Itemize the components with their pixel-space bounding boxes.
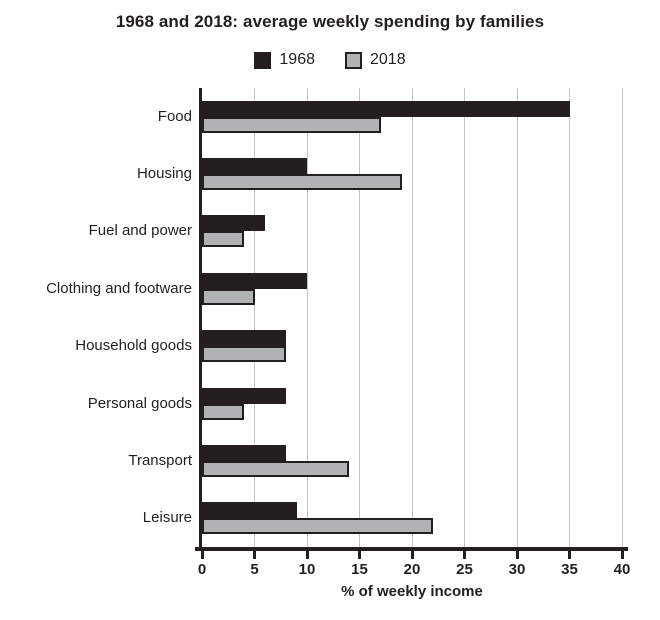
bar-group [202,203,622,260]
bar-pair [202,387,286,420]
bar-group [202,490,622,547]
bar-pair [202,158,402,191]
bar-1968 [202,272,307,289]
category-label: Transport [128,451,192,469]
bar-group [202,145,622,202]
bar-group [202,88,622,145]
gridline [464,88,465,547]
x-tick-label: 25 [456,561,473,578]
bar-2018 [202,116,381,133]
bar-pair [202,100,570,133]
bar-group [202,260,622,317]
gridline [621,88,623,547]
x-tick-label: 30 [508,561,526,578]
legend-item-1968: 1968 [254,51,315,69]
x-tick-label: 5 [250,561,259,578]
x-tick-label: 0 [197,561,207,578]
gridline [306,88,308,547]
x-tick-label: 35 [561,561,578,578]
y-axis [199,88,202,551]
bar-group [202,375,622,432]
category-label: Leisure [142,509,192,527]
x-tick-label: 40 [613,561,631,578]
bar-2018 [202,460,349,477]
x-axis-tick [200,551,204,559]
legend-swatch-1968 [254,51,272,69]
bar-pair [202,215,265,248]
category-label: Fuel and power [88,222,192,240]
plot-area: 0 5 10 15 20 25 30 35 40 [195,88,630,578]
category-label: Food [157,107,192,125]
bar-group [202,318,622,375]
legend-item-2018: 2018 [345,51,406,69]
x-axis-tick [358,551,361,559]
bar-1968 [202,444,286,461]
x-tick-label: 15 [351,561,368,578]
bar-1968 [202,100,570,117]
bar-1968 [202,215,265,232]
bar-1968 [202,502,297,519]
x-axis-tick [410,551,414,559]
category-label: Clothing and footware [46,279,192,297]
bar-1968 [202,330,286,347]
x-axis-tick [568,551,571,559]
category-label: Household goods [75,337,192,355]
x-tick-label: 20 [403,561,421,578]
x-axis-tick [463,551,466,559]
x-axis-tick [305,551,309,559]
gridline [254,88,255,547]
bar-2018 [202,231,244,248]
bar-group [202,432,622,489]
category-label: Personal goods [87,394,192,412]
bar-1968 [202,158,307,175]
gridline [359,88,360,547]
x-axis-label: % of weekly income [341,583,483,600]
bar-pair [202,272,307,305]
x-axis-tick [253,551,256,559]
x-axis-tick [515,551,519,559]
legend: 1968 2018 [0,51,660,69]
x-axis [195,547,628,551]
bar-2018 [202,174,402,191]
bar-1968 [202,387,286,404]
legend-label: 1968 [279,51,315,68]
bar-pair [202,502,433,535]
legend-label: 2018 [370,51,406,68]
bar-2018 [202,346,286,363]
legend-swatch-2018 [345,51,362,69]
gridline [569,88,570,547]
gridline [516,88,518,547]
x-tick-label: 10 [298,561,316,578]
bar-pair [202,330,286,363]
x-axis-tick [620,551,624,559]
bar-2018 [202,403,244,420]
gridline [411,88,413,547]
chart-title: 1968 and 2018: average weekly spending b… [115,12,545,31]
bar-pair [202,444,349,477]
bar-2018 [202,518,433,535]
category-label: Housing [136,165,192,183]
bar-2018 [202,288,255,305]
